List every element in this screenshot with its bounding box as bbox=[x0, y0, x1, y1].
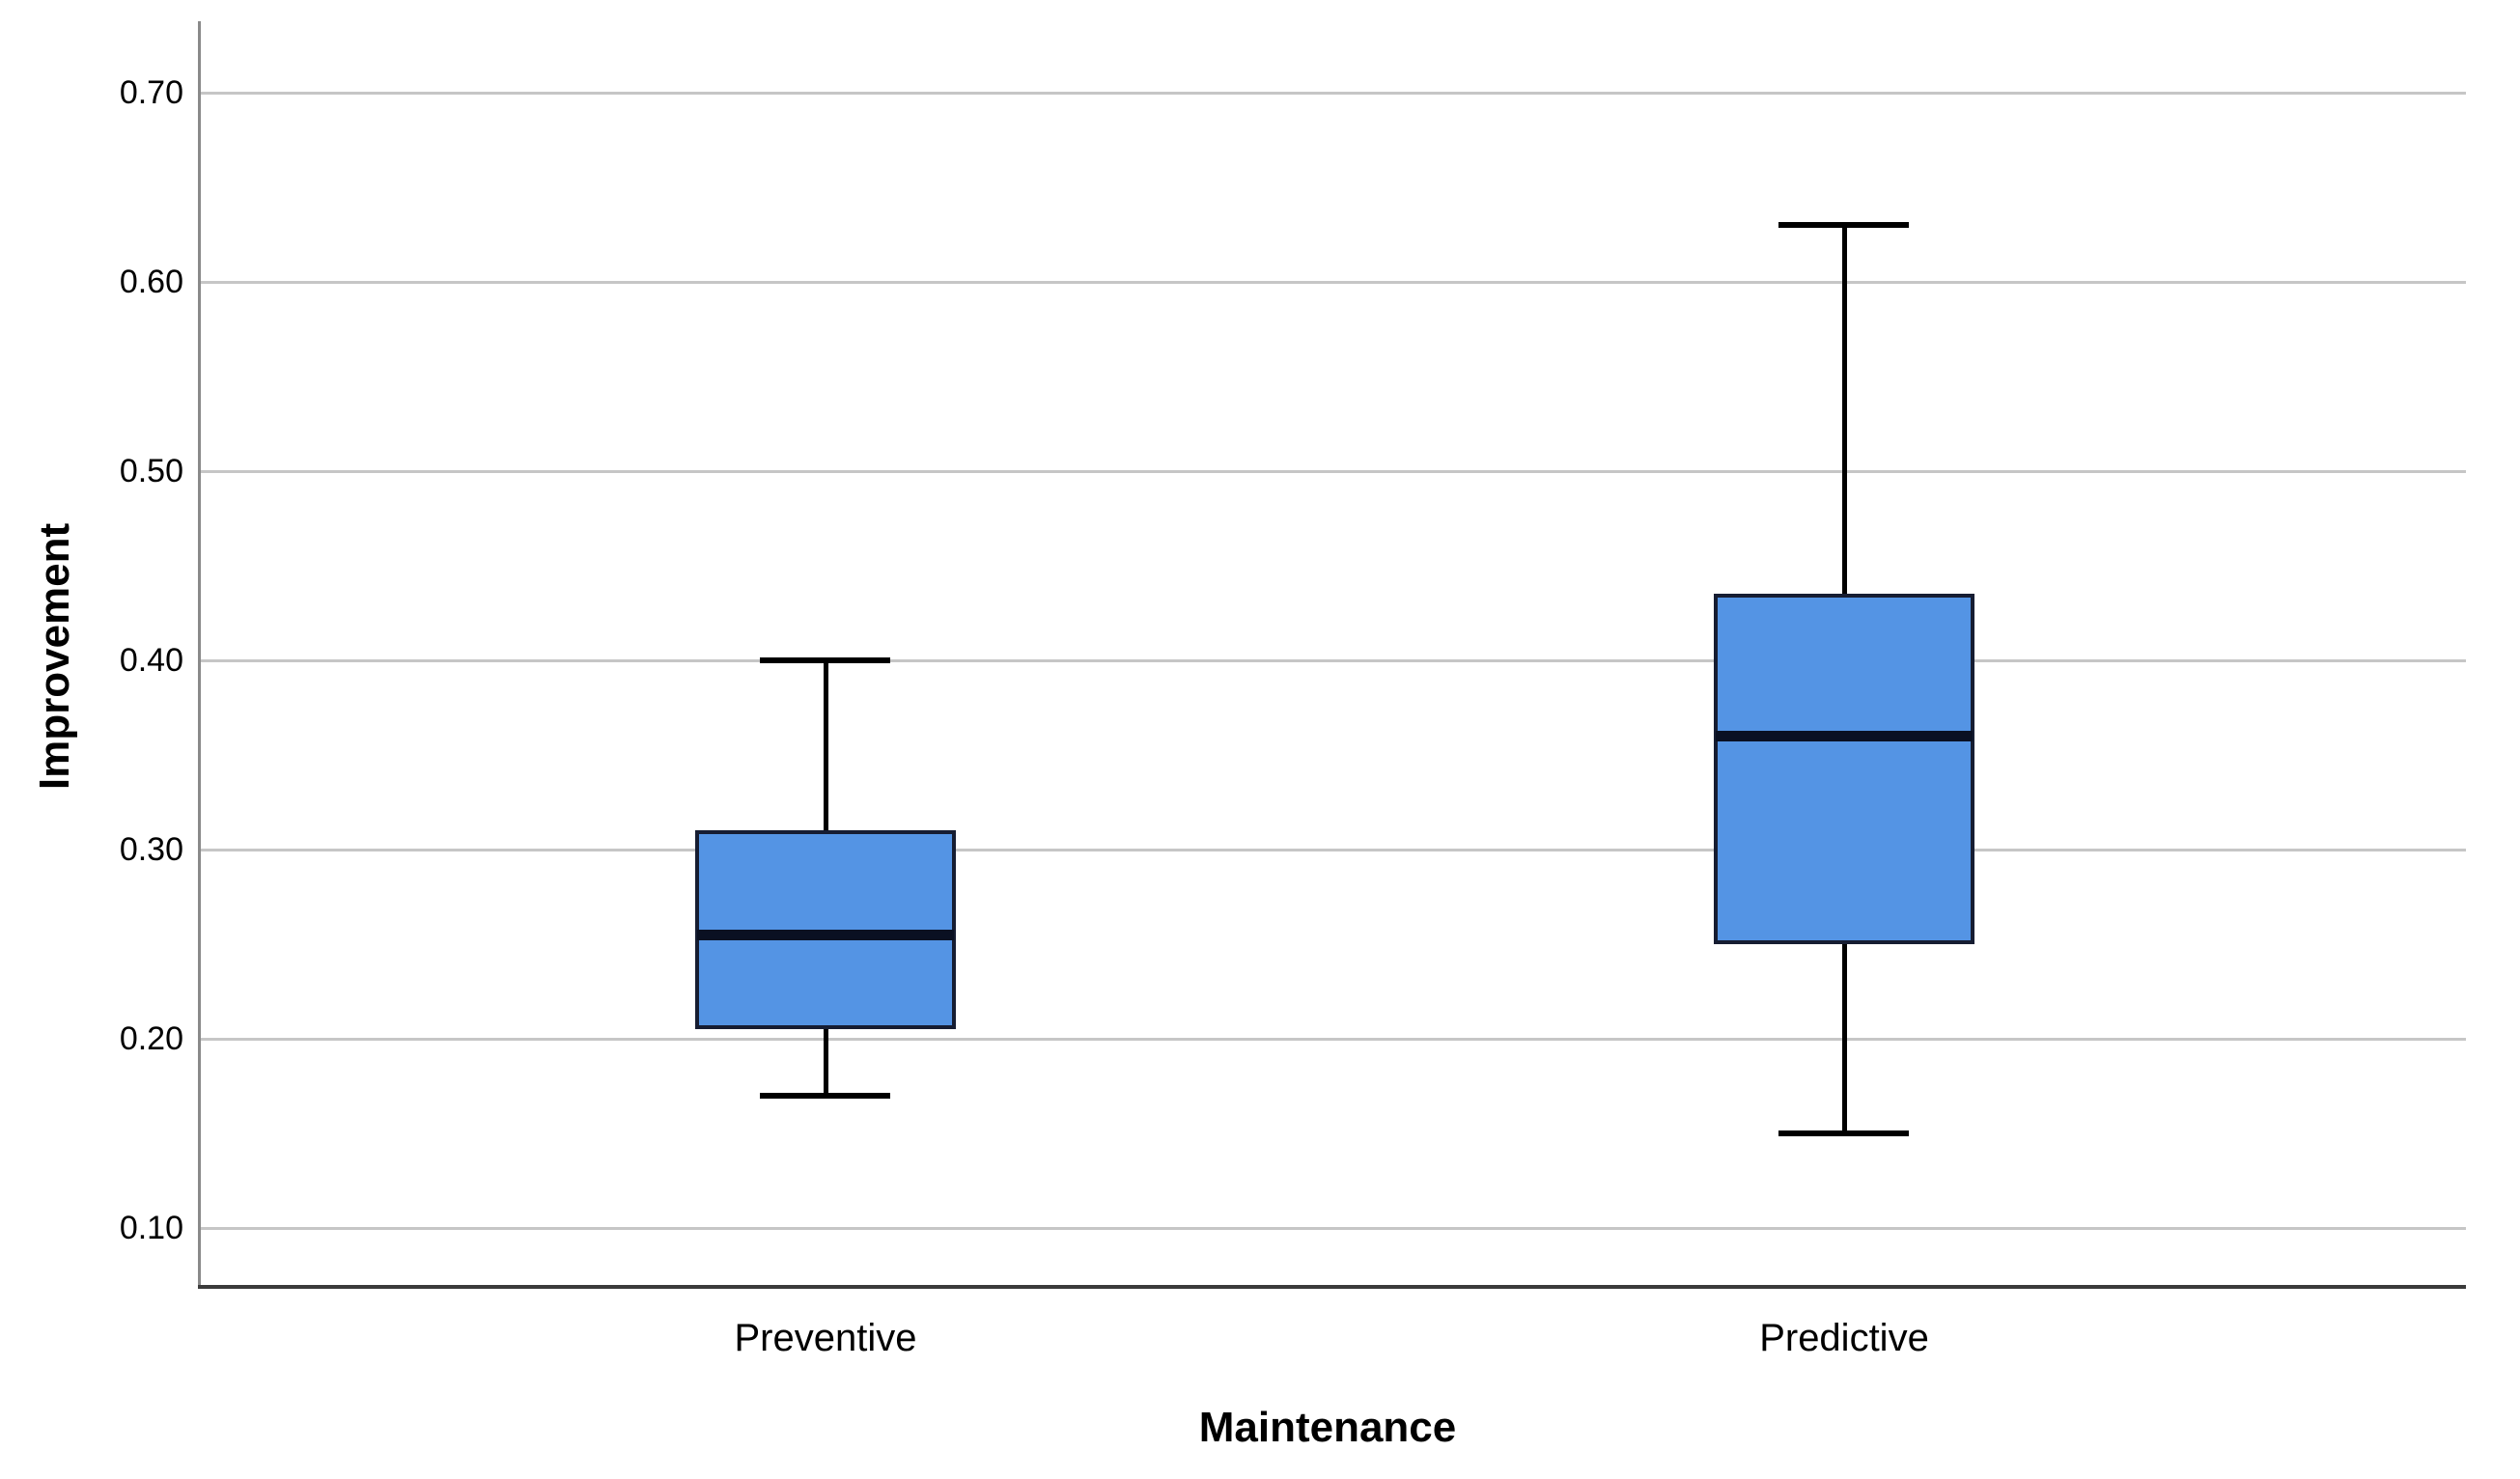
y-axis-line bbox=[198, 21, 201, 1287]
median-line-preventive bbox=[697, 930, 954, 941]
x-category-label-preventive: Preventive bbox=[734, 1317, 917, 1359]
gridline bbox=[201, 281, 2466, 284]
x-category-label-predictive: Predictive bbox=[1759, 1317, 1929, 1359]
lower-whisker-predictive bbox=[1842, 944, 1847, 1133]
gridline bbox=[201, 92, 2466, 95]
upper-whisker-cap-preventive bbox=[760, 657, 890, 663]
x-axis-title: Maintenance bbox=[1198, 1404, 1457, 1451]
gridline bbox=[201, 849, 2466, 851]
y-tick-label: 0.10 bbox=[119, 1210, 183, 1246]
median-line-predictive bbox=[1716, 731, 1973, 742]
gridline bbox=[201, 659, 2466, 662]
lower-whisker-cap-predictive bbox=[1778, 1130, 1909, 1136]
y-tick-label: 0.40 bbox=[119, 642, 183, 679]
y-tick-label: 0.70 bbox=[119, 74, 183, 111]
y-tick-label: 0.30 bbox=[119, 831, 183, 868]
y-tick-label: 0.60 bbox=[119, 264, 183, 300]
x-axis-line bbox=[198, 1285, 2466, 1289]
upper-whisker-preventive bbox=[824, 660, 828, 831]
lower-whisker-cap-preventive bbox=[760, 1092, 890, 1099]
upper-whisker-cap-predictive bbox=[1778, 222, 1909, 229]
gridline bbox=[201, 1038, 2466, 1041]
lower-whisker-preventive bbox=[824, 1029, 828, 1096]
y-tick-label: 0.50 bbox=[119, 453, 183, 489]
iqr-box-predictive bbox=[1714, 594, 1974, 944]
gridline bbox=[201, 1227, 2466, 1230]
y-tick-label: 0.20 bbox=[119, 1020, 183, 1057]
upper-whisker-predictive bbox=[1842, 225, 1847, 595]
gridline bbox=[201, 470, 2466, 473]
y-axis-title: Improvement bbox=[31, 522, 78, 791]
